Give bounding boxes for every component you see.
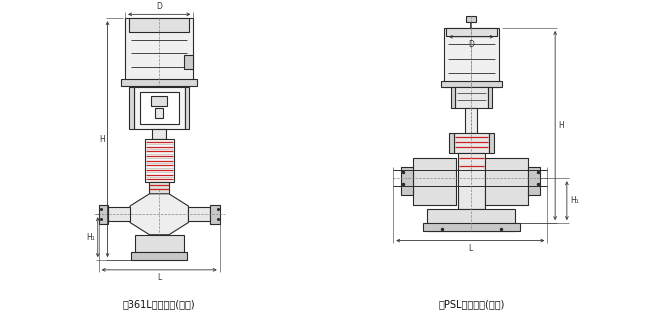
Bar [444, 28, 499, 86]
Bar [413, 158, 456, 204]
Bar [454, 133, 489, 153]
Text: D: D [156, 3, 162, 12]
Text: 配PSL执行机构(分流): 配PSL执行机构(分流) [438, 299, 504, 309]
Bar [129, 86, 134, 129]
Text: L: L [468, 244, 473, 252]
Bar [185, 86, 189, 129]
Bar [485, 158, 528, 204]
Bar [134, 86, 185, 129]
Bar [125, 18, 193, 84]
Bar [413, 158, 456, 204]
Bar [455, 86, 488, 108]
Bar [155, 108, 163, 118]
Bar [183, 55, 193, 69]
Bar [446, 28, 497, 36]
Bar [489, 133, 494, 153]
Bar [441, 81, 502, 87]
Bar [428, 209, 515, 231]
Text: 配361L执行机构(合流): 配361L执行机构(合流) [123, 299, 196, 309]
Bar [485, 158, 528, 204]
Bar [485, 158, 528, 204]
Bar [413, 158, 456, 204]
Bar [121, 79, 197, 85]
Bar [528, 167, 540, 195]
Bar [152, 129, 166, 139]
Bar [422, 223, 520, 231]
Bar [401, 167, 413, 195]
Bar [150, 182, 169, 194]
Bar [99, 204, 109, 224]
Polygon shape [130, 194, 188, 235]
Bar [151, 96, 167, 106]
Bar [467, 16, 476, 22]
Bar [131, 252, 187, 260]
Text: H₁: H₁ [570, 196, 578, 205]
Bar [109, 207, 130, 221]
Bar [451, 86, 455, 108]
Bar [188, 207, 210, 221]
Bar [458, 153, 485, 209]
Text: H₁: H₁ [86, 233, 95, 242]
Text: D: D [469, 40, 474, 49]
Bar [129, 18, 189, 32]
Bar [449, 133, 454, 153]
Bar [488, 86, 492, 108]
Bar [135, 235, 183, 252]
Bar [465, 108, 477, 133]
Bar [210, 204, 220, 224]
Bar [140, 92, 179, 124]
Bar [144, 139, 174, 182]
Text: H: H [99, 135, 105, 144]
Text: H: H [558, 121, 564, 130]
Text: L: L [157, 273, 161, 282]
